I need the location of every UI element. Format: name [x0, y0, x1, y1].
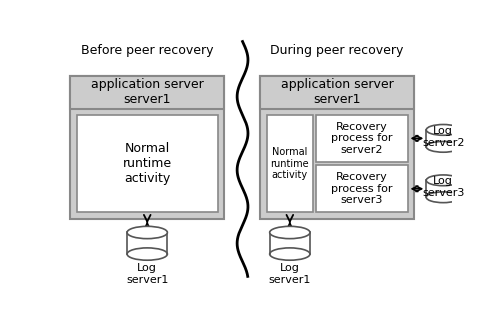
Ellipse shape	[425, 175, 459, 186]
Text: Normal
runtime
activity: Normal runtime activity	[122, 142, 171, 185]
Ellipse shape	[425, 124, 459, 135]
Text: Log
server1: Log server1	[126, 263, 168, 285]
Text: application server
server1: application server server1	[280, 78, 393, 106]
Bar	[316, 165, 407, 213]
Ellipse shape	[127, 226, 167, 239]
Text: Log
server3: Log server3	[421, 176, 463, 198]
Bar	[425, 180, 459, 197]
Text: Before peer recovery: Before peer recovery	[81, 44, 213, 57]
Bar	[425, 130, 459, 147]
Ellipse shape	[127, 248, 167, 260]
Text: application server
server1: application server server1	[91, 78, 203, 106]
Text: Recovery
process for
server3: Recovery process for server3	[331, 172, 392, 205]
Bar	[266, 115, 313, 213]
Ellipse shape	[269, 226, 309, 239]
Text: During peer recovery: During peer recovery	[270, 44, 403, 57]
Ellipse shape	[425, 141, 459, 152]
Text: Log
server2: Log server2	[421, 126, 463, 148]
Bar	[127, 232, 167, 254]
Ellipse shape	[425, 192, 459, 203]
Text: Recovery
process for
server2: Recovery process for server2	[331, 122, 392, 155]
Bar	[70, 76, 223, 219]
Bar	[77, 115, 217, 213]
Bar	[260, 76, 413, 219]
Text: Log
server1: Log server1	[268, 263, 311, 285]
Bar	[70, 76, 223, 109]
Bar	[260, 76, 413, 109]
Text: Normal
runtime
activity: Normal runtime activity	[270, 147, 309, 180]
Ellipse shape	[269, 248, 309, 260]
Bar	[269, 232, 309, 254]
Bar	[316, 115, 407, 162]
